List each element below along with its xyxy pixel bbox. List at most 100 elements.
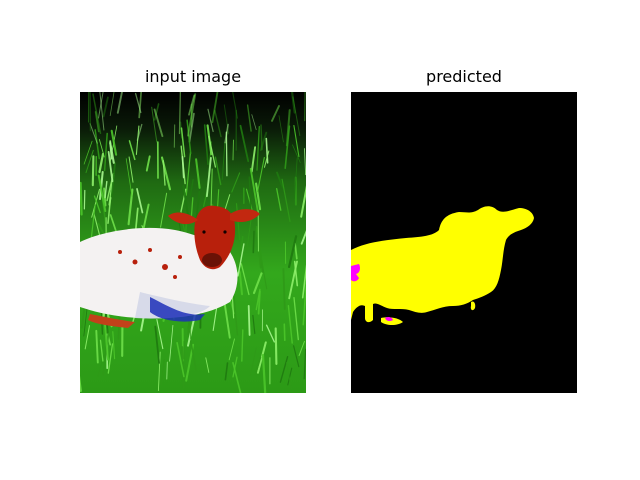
grass-blade xyxy=(94,111,100,133)
grass-blade xyxy=(292,96,301,137)
grass-blade xyxy=(245,188,254,213)
grass-blade xyxy=(248,176,252,211)
grass-blade xyxy=(256,341,267,374)
grass-blade xyxy=(238,271,243,296)
grass-blade xyxy=(93,195,101,214)
grass-blade xyxy=(98,139,105,158)
grass-blade xyxy=(274,327,278,365)
grass-blade xyxy=(252,272,263,295)
grass-blade xyxy=(303,348,306,380)
grass-blade xyxy=(207,108,214,133)
grass-blade xyxy=(203,124,209,165)
predicted-mask xyxy=(351,92,577,393)
grass-blade xyxy=(208,135,217,168)
grass-blade xyxy=(285,362,292,389)
grass-blade xyxy=(251,114,257,130)
grass-blade xyxy=(180,127,186,158)
grass-blade xyxy=(103,132,108,172)
grass-blade xyxy=(237,235,244,273)
grass-blade xyxy=(231,172,241,193)
grass-blade xyxy=(80,181,83,216)
grass-blade xyxy=(206,157,212,198)
cow-head xyxy=(194,205,236,270)
grass-blade xyxy=(254,356,262,375)
grass-blade xyxy=(134,92,142,114)
grass-blade xyxy=(188,94,196,116)
grass-blade xyxy=(214,156,222,186)
grass-blade xyxy=(265,324,275,343)
grass-blade xyxy=(287,367,293,386)
input-image xyxy=(80,92,306,393)
grass-blade xyxy=(302,282,306,326)
grass-blade xyxy=(221,141,226,181)
grass-blade xyxy=(97,174,107,212)
grass-blade xyxy=(276,171,284,189)
grass-blade xyxy=(255,288,261,311)
mask-cow-region xyxy=(351,206,534,323)
grass-blade xyxy=(80,375,82,392)
grass-blade xyxy=(239,124,250,163)
grass-blade xyxy=(210,168,213,210)
grass-blade xyxy=(276,188,282,211)
grass-blade xyxy=(293,297,299,341)
grass-blade xyxy=(90,204,96,245)
grass-blade xyxy=(176,342,185,378)
grass-blade xyxy=(107,151,114,183)
grass-blade xyxy=(224,123,229,144)
grass-blade xyxy=(237,243,245,277)
grass-blade xyxy=(136,188,144,214)
grass-blade xyxy=(252,314,256,335)
grass-blade xyxy=(255,182,262,211)
grass-blade xyxy=(136,123,143,141)
grass-blade xyxy=(225,131,228,177)
grass-blade xyxy=(188,112,195,143)
grass-blade xyxy=(249,347,257,376)
grass-blade xyxy=(256,126,260,171)
grass-blade xyxy=(98,152,105,174)
grass-blade xyxy=(160,192,168,228)
predicted-title: predicted xyxy=(426,67,502,86)
grass-blade xyxy=(261,354,267,393)
grass-blade xyxy=(178,92,182,135)
grass-blade xyxy=(265,137,269,164)
grass-blade xyxy=(293,124,300,158)
grass-blade xyxy=(186,119,192,155)
grass-blade xyxy=(294,157,298,199)
grass-blade xyxy=(181,346,185,389)
grass-blade xyxy=(288,235,298,268)
grass-blade xyxy=(214,109,222,138)
grass-blade xyxy=(233,294,239,336)
grass-blade xyxy=(153,103,160,121)
grass-blade xyxy=(283,323,286,341)
input-image-title: input image xyxy=(144,67,242,86)
grass-blade xyxy=(224,362,229,381)
grass-blade xyxy=(189,178,194,197)
predicted-mask-image xyxy=(351,92,577,393)
grass-blade xyxy=(125,158,133,197)
grass-blade xyxy=(110,162,116,198)
grass-blade xyxy=(116,92,123,114)
grass-blade xyxy=(300,185,306,218)
grass-blade xyxy=(95,329,99,364)
grass-blade xyxy=(128,156,134,183)
grass-blade xyxy=(154,325,160,364)
grass-blade xyxy=(232,361,242,393)
grass-blade xyxy=(102,333,110,376)
grass-blade xyxy=(281,178,291,222)
grass-blade xyxy=(187,93,197,137)
grass-blade xyxy=(91,155,95,187)
grass-blade xyxy=(153,108,164,138)
grass-blade xyxy=(84,325,90,350)
grass-blade xyxy=(301,264,306,299)
grass-blade xyxy=(110,129,118,156)
grass-blade xyxy=(240,263,250,296)
grass-blade xyxy=(109,92,115,117)
grass-blade xyxy=(83,140,93,165)
grass-blade xyxy=(279,356,289,383)
grass-blade xyxy=(94,129,100,160)
grass-blade xyxy=(103,318,109,361)
grass-blade xyxy=(258,246,268,290)
grass-blade xyxy=(182,184,190,219)
grass-blade xyxy=(162,160,166,186)
grass-blade xyxy=(298,341,305,357)
